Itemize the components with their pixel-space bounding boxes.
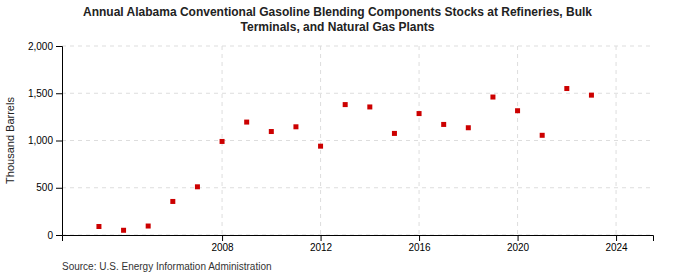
- x-tick-mark: [222, 235, 223, 241]
- x-axis: 2008 2012 2016 2020 2024: [63, 235, 654, 253]
- y-tick-label: 2,000: [28, 41, 53, 52]
- point: [170, 199, 175, 204]
- x-tick-mark: [616, 235, 617, 241]
- y-tick-mark: [56, 235, 62, 236]
- points: [96, 86, 594, 233]
- x-tick: 2008: [211, 235, 234, 253]
- point: [490, 95, 495, 100]
- y-axis: 0 500 1,000 1,500 2,000: [28, 41, 63, 241]
- point: [293, 124, 298, 129]
- grid: [62, 46, 653, 235]
- x-tick-mark: [518, 235, 519, 241]
- x-tick-label: 2012: [310, 242, 333, 253]
- x-tick-label: 2016: [408, 242, 431, 253]
- grid-line-y: [62, 187, 653, 188]
- grid-line-x: [320, 46, 321, 235]
- point: [589, 93, 594, 98]
- title-line: Terminals, and Natural Gas Plants: [241, 20, 435, 34]
- y-axis-line: [56, 47, 63, 236]
- grid-line-y: [62, 46, 653, 47]
- point: [466, 125, 471, 130]
- point: [417, 111, 422, 116]
- plot: 2008 2012 2016 2020 2024 0 500 1,000 1,500 2,000: [28, 41, 654, 253]
- y-tick: 1,000: [28, 135, 62, 146]
- y-tick-label: 1,000: [28, 135, 53, 146]
- y-tick-mark: [56, 93, 62, 94]
- x-tick-mark: [419, 235, 420, 241]
- point: [540, 133, 545, 138]
- point: [515, 108, 520, 113]
- title: Annual Alabama Conventional Gasoline Ble…: [83, 5, 592, 34]
- point: [244, 120, 249, 125]
- y-tick: 0: [47, 230, 62, 241]
- point: [318, 144, 323, 149]
- point: [269, 129, 274, 134]
- grid-line-y: [62, 93, 653, 94]
- point: [564, 86, 569, 91]
- point: [96, 224, 101, 229]
- point: [343, 102, 348, 107]
- point: [121, 228, 126, 233]
- grid-line-x: [419, 46, 420, 235]
- y-tick-mark: [56, 46, 62, 47]
- title-line: Annual Alabama Conventional Gasoline Ble…: [83, 5, 592, 19]
- x-axis-line: [63, 236, 654, 242]
- point: [220, 139, 225, 144]
- x-tick: 2012: [310, 235, 333, 253]
- point: [146, 224, 151, 229]
- x-tick: 2016: [408, 235, 431, 253]
- point: [441, 122, 446, 127]
- x-tick: 2024: [605, 235, 628, 253]
- point: [367, 104, 372, 109]
- y-tick: 500: [36, 182, 62, 193]
- x-tick-label: 2008: [211, 242, 234, 253]
- y-tick-label: 500: [36, 182, 53, 193]
- y-axis-title: Thousand Barrels: [4, 97, 16, 184]
- x-tick: 2020: [507, 235, 530, 253]
- chart: Annual Alabama Conventional Gasoline Ble…: [0, 0, 675, 275]
- point: [195, 184, 200, 189]
- y-tick-mark: [56, 141, 62, 142]
- y-tick-label: 0: [47, 230, 53, 241]
- point: [392, 131, 397, 136]
- x-tick-label: 2020: [507, 242, 530, 253]
- y-tick-mark: [56, 188, 62, 189]
- y-tick-label: 1,500: [28, 88, 53, 99]
- grid-line-y: [62, 140, 653, 141]
- grid-line-x: [517, 46, 518, 235]
- x-tick-label: 2024: [605, 242, 628, 253]
- source: Source: U.S. Energy Information Administ…: [62, 261, 272, 272]
- y-tick: 2,000: [28, 41, 62, 52]
- grid-line-x: [616, 46, 617, 235]
- x-tick-mark: [321, 235, 322, 241]
- y-tick: 1,500: [28, 88, 62, 99]
